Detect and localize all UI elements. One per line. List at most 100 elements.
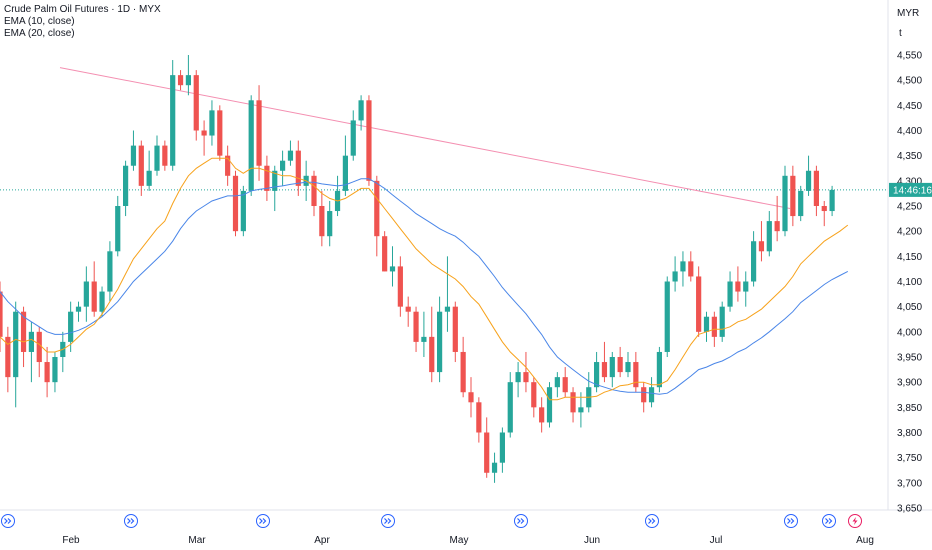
- candle: [311, 170, 317, 217]
- price-tick-label: 4,150: [897, 252, 922, 263]
- candle: [586, 372, 592, 413]
- candle-body: [680, 261, 686, 272]
- price-tick-label: 4,050: [897, 302, 922, 313]
- dividend-arrow-icon[interactable]: [381, 514, 395, 528]
- candle: [248, 95, 254, 196]
- current-price: 14:46:16: [889, 182, 932, 197]
- legend-title[interactable]: Crude Palm Oil Futures · 1D · MYX: [4, 4, 161, 15]
- dividend-arrow-icon[interactable]: [822, 514, 836, 528]
- price-tick-label: 4,250: [897, 202, 922, 213]
- dividend-arrow-icon[interactable]: [645, 514, 659, 528]
- candle: [405, 296, 411, 327]
- time-axis[interactable]: Feb Mar Apr May Jun Jul Aug: [62, 535, 874, 546]
- candle-body: [177, 75, 184, 86]
- lightning-icon[interactable]: [848, 514, 862, 528]
- dividend-arrow-icon[interactable]: [256, 514, 270, 528]
- candle-body: [193, 75, 199, 131]
- candle: [115, 195, 121, 257]
- time-label: Apr: [314, 535, 330, 546]
- candle: [444, 256, 451, 332]
- candle: [633, 351, 639, 393]
- candle: [641, 382, 647, 413]
- candle-body: [185, 75, 191, 86]
- price-tick-label: 4,450: [897, 101, 922, 112]
- trendline[interactable]: [59, 67, 791, 210]
- candle: [256, 85, 262, 181]
- time-label: Jul: [710, 535, 723, 546]
- candle-body: [782, 175, 788, 232]
- price-tick-label: 4,400: [897, 126, 922, 137]
- candle-body: [201, 130, 207, 136]
- candle: [727, 271, 733, 312]
- unit-label[interactable]: t: [899, 28, 902, 39]
- current-price-badge: [889, 182, 932, 197]
- icon-ring: [1, 514, 15, 528]
- candle: [696, 266, 702, 337]
- candle: [805, 155, 812, 196]
- candle: [499, 427, 505, 473]
- candle-body: [248, 100, 254, 191]
- candle-body: [295, 150, 301, 186]
- trendline-segment[interactable]: [59, 67, 791, 210]
- candle-body: [829, 189, 835, 212]
- candle: [20, 306, 27, 368]
- event-icons[interactable]: [1, 514, 862, 528]
- candle-body: [468, 392, 474, 403]
- candle: [382, 231, 388, 272]
- icon-ring: [124, 514, 138, 528]
- candle-body: [107, 251, 113, 292]
- candle-body: [499, 432, 505, 463]
- candle: [507, 372, 513, 438]
- dividend-arrow-icon[interactable]: [1, 514, 15, 528]
- candle-body: [546, 387, 553, 423]
- candle: [437, 296, 443, 383]
- price-axis[interactable]: 4,550 4,500 4,450 4,400 4,350 4,300 4,250 4,200…: [897, 51, 922, 515]
- candle: [476, 397, 482, 443]
- candle: [366, 95, 372, 186]
- candle-body: [154, 145, 160, 171]
- candle-body: [162, 145, 168, 166]
- candle: [232, 170, 239, 237]
- candle-body: [523, 372, 529, 383]
- ema-lines: [0, 157, 849, 401]
- candle: [146, 150, 152, 191]
- dividend-arrow-icon[interactable]: [124, 514, 138, 528]
- candle: [429, 306, 435, 383]
- price-tick-label: 4,350: [897, 151, 922, 162]
- candle: [766, 211, 772, 257]
- candle-body: [531, 382, 537, 408]
- currency-label[interactable]: MYR: [897, 8, 920, 19]
- candle: [523, 351, 529, 393]
- legend-ema20[interactable]: EMA (20, close): [4, 28, 75, 39]
- dividend-arrow-icon[interactable]: [514, 514, 528, 528]
- arrow-glyph: [127, 518, 135, 524]
- candle: [758, 221, 765, 262]
- candle: [327, 200, 333, 247]
- candle: [209, 100, 215, 146]
- candle: [36, 326, 42, 378]
- candle-body: [798, 190, 804, 217]
- candle-body: [91, 281, 97, 312]
- candle: [154, 135, 160, 176]
- candle-body: [703, 316, 710, 332]
- candle-body: [664, 281, 670, 352]
- arrow-glyph: [517, 518, 525, 524]
- candle-body: [625, 362, 631, 373]
- candle: [68, 301, 74, 352]
- candle-body: [719, 306, 725, 337]
- candle-body: [0, 291, 3, 337]
- candle: [452, 301, 458, 363]
- current-price-time: 14:46:16: [893, 185, 932, 196]
- price-tick-label: 3,650: [897, 504, 922, 515]
- candle: [107, 241, 113, 302]
- legend-ema10[interactable]: EMA (10, close): [4, 16, 75, 27]
- price-tick-label: 3,950: [897, 353, 922, 364]
- candle-body: [311, 175, 317, 206]
- candle: [280, 150, 286, 186]
- candle: [813, 165, 819, 217]
- candle-body: [5, 336, 11, 378]
- candle-body: [515, 372, 521, 383]
- candle-body: [609, 357, 615, 378]
- dividend-arrow-icon[interactable]: [784, 514, 798, 528]
